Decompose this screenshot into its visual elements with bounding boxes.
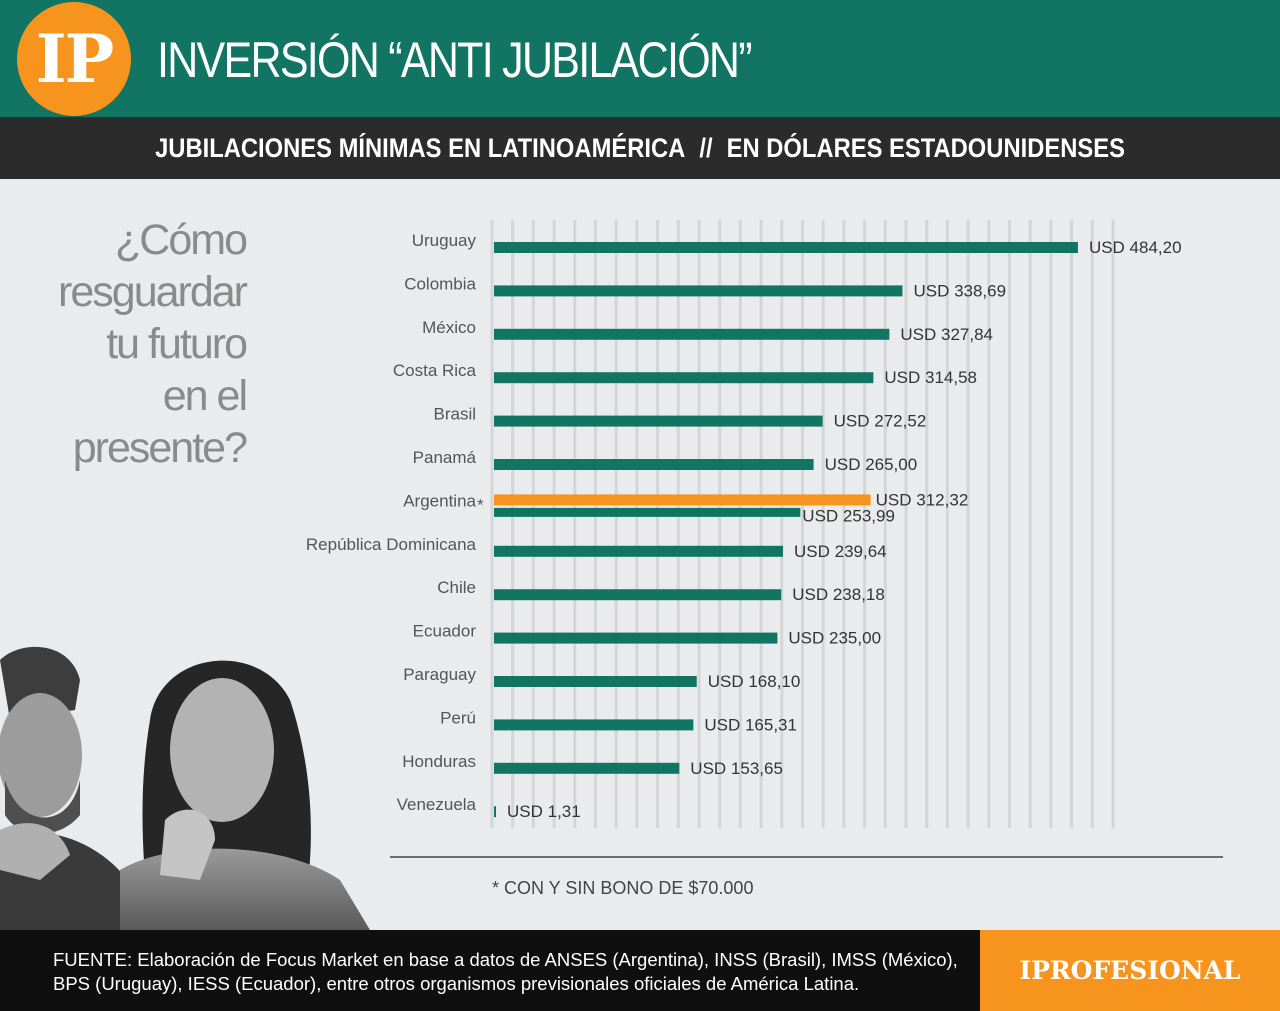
page-title: INVERSIÓN “ANTI JUBILACIÓN” <box>157 32 753 88</box>
man-beard <box>5 780 80 834</box>
subtitle-separator: // <box>699 133 713 163</box>
question-line: ¿Cómo <box>115 216 248 264</box>
value-label: USD 1,31 <box>507 802 581 821</box>
woman-body <box>120 848 370 930</box>
category-label: Ecuador <box>413 622 477 641</box>
bar <box>494 507 801 517</box>
value-label: USD 312,32 <box>876 490 969 509</box>
category-marker: * <box>477 495 484 514</box>
bar <box>494 632 778 644</box>
bar <box>494 676 697 687</box>
bar <box>494 589 782 601</box>
question-line: en el <box>162 372 248 420</box>
brand-box: IPROFESIONAL <box>980 930 1280 1011</box>
bar <box>494 242 1078 253</box>
subheader-bar: JUBILACIONES MÍNIMAS EN LATINOAMÉRICA // E… <box>0 117 1280 179</box>
footer-source: FUENTE: Elaboración de Focus Market en b… <box>0 930 980 1011</box>
category-label: Colombia <box>404 274 476 293</box>
bar <box>494 415 823 427</box>
category-label: Honduras <box>402 752 476 771</box>
value-label: USD 239,64 <box>794 542 887 561</box>
man-hand <box>0 823 70 880</box>
category-label: Argentina <box>403 491 476 510</box>
bar <box>494 545 784 557</box>
bar <box>494 372 874 384</box>
question-line: presente? <box>72 424 248 472</box>
value-label: USD 165,31 <box>704 715 797 734</box>
category-label: Perú <box>440 708 476 727</box>
source-text: FUENTE: Elaboración de Focus Market en b… <box>53 949 958 994</box>
value-label: USD 484,20 <box>1089 238 1182 257</box>
bar <box>494 762 680 774</box>
value-label: USD 235,00 <box>788 629 881 648</box>
subtitle-left: JUBILACIONES MÍNIMAS EN LATINOAMÉRICA <box>155 133 686 163</box>
category-label: Uruguay <box>412 231 477 250</box>
category-label: República Dominicana <box>306 535 477 554</box>
chart-subtitle: JUBILACIONES MÍNIMAS EN LATINOAMÉRICA // E… <box>77 117 1203 179</box>
value-label: USD 168,10 <box>708 672 801 691</box>
bar <box>494 328 890 340</box>
value-label: USD 153,65 <box>690 759 783 778</box>
people-photo <box>0 646 370 930</box>
value-label: USD 314,58 <box>884 368 977 387</box>
bar <box>494 806 496 818</box>
woman-face <box>170 678 274 822</box>
ip-logo: IP <box>17 2 131 116</box>
value-label: USD 272,52 <box>834 412 927 431</box>
question-line: resguardar <box>58 268 248 316</box>
value-label: USD 238,18 <box>792 585 885 604</box>
man-face <box>0 693 82 817</box>
woman-hand <box>160 809 215 880</box>
bar-chart: Uruguay USD 484,20 Colombia USD 338,69 Méxic… <box>306 220 1182 828</box>
question-line: tu futuro <box>106 320 248 368</box>
category-label: Brasil <box>433 405 476 424</box>
category-label: Panamá <box>413 448 477 467</box>
header-banner: IP INVERSIÓN “ANTI JUBILACIÓN” <box>0 0 1280 117</box>
footnote: * CON Y SIN BONO DE $70.000 <box>492 878 754 898</box>
category-label: Venezuela <box>397 795 477 814</box>
bar <box>494 459 814 470</box>
bars: Uruguay USD 484,20 Colombia USD 338,69 Méxic… <box>306 231 1182 821</box>
category-label: México <box>422 318 476 337</box>
value-label: USD 253,99 <box>802 506 895 525</box>
subtitle-right: EN DÓLARES ESTADOUNIDENSES <box>726 133 1125 163</box>
category-label: Paraguay <box>403 665 476 684</box>
side-question: ¿Cómo resguardar tu futuro en el present… <box>20 214 248 474</box>
category-label: Costa Rica <box>393 361 477 380</box>
value-label: USD 265,00 <box>825 455 918 474</box>
category-label: Chile <box>437 578 476 597</box>
bar-highlight <box>494 494 871 506</box>
brand-logo: IPROFESIONAL <box>1019 956 1241 985</box>
bar <box>494 719 694 731</box>
bar <box>494 285 903 297</box>
chart-divider <box>390 856 1223 858</box>
value-label: USD 327,84 <box>900 325 993 344</box>
value-label: USD 338,69 <box>913 281 1006 300</box>
